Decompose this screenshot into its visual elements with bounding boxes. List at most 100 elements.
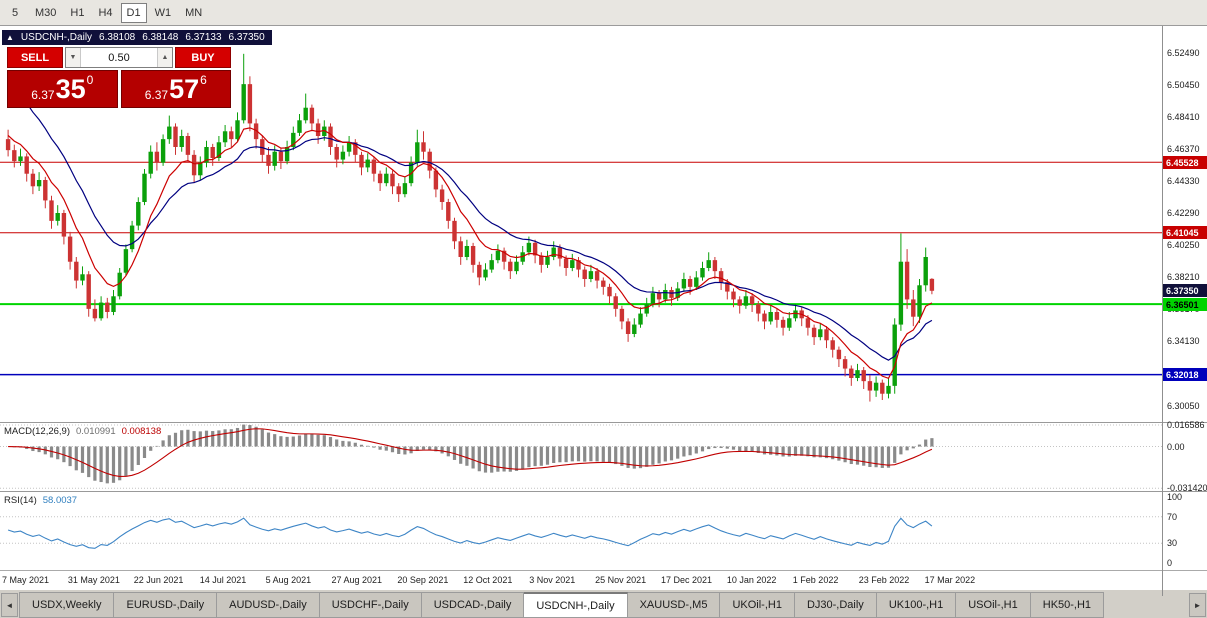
bid-pips: 35 [55, 74, 86, 104]
chart-tab-usdchf-daily[interactable]: USDCHF-,Daily [319, 592, 422, 618]
rsi-axis-label: 70 [1167, 511, 1178, 522]
price-tag-6.45528: 6.45528 [1163, 155, 1207, 169]
date-axis-label: 31 May 2021 [67, 575, 120, 585]
macd-label: MACD(12,26,9) [4, 426, 70, 437]
rsi-chart[interactable] [0, 492, 1162, 570]
price-axis-label: 6.48410 [1167, 111, 1200, 122]
date-axis-label: 14 Jul 2021 [199, 575, 247, 585]
ohlc-low: 6.37133 [185, 32, 222, 43]
macd-header: MACD(12,26,9) 0.010991 0.008138 [4, 426, 161, 437]
macd-panel[interactable]: MACD(12,26,9) 0.010991 0.008138 0.016586… [0, 419, 1207, 494]
bid-big-figure: 6.37 [31, 88, 55, 102]
timeframe-button-mn[interactable]: MN [185, 6, 203, 19]
timeframe-button-m30[interactable]: M30 [35, 6, 57, 19]
chart-tab-ukoil-h1[interactable]: UKOil-,H1 [720, 592, 795, 618]
rsi-label: RSI(14) [4, 495, 37, 506]
date-axis: 7 May 2021 31 May 2021 22 Jun 2021 14 Jul 2… [0, 570, 1207, 590]
chart-tab-xauusd-m5[interactable]: XAUUSD-,M5 [627, 592, 721, 618]
tabs-scroll-right-icon[interactable]: ► [1189, 593, 1206, 617]
date-axis-label: 25 Nov 2021 [595, 575, 647, 585]
chart-header: ▲ USDCNH-,Daily 6.38108 6.38148 6.37133 … [2, 30, 272, 45]
date-axis-label: 17 Mar 2022 [924, 575, 976, 585]
symbol-label: USDCNH-,Daily [20, 32, 93, 43]
rsi-value: 58.0037 [42, 495, 78, 506]
date-axis-label: 10 Jan 2022 [726, 575, 777, 585]
ohlc-close: 6.37350 [228, 32, 265, 43]
price-tag-6.36501: 6.36501 [1163, 297, 1207, 311]
macd-main-value: 0.010991 [76, 426, 116, 437]
date-axis-label: 3 Nov 2021 [529, 575, 576, 585]
bid-price-box[interactable]: 6.37 35 0 [7, 70, 118, 108]
ask-big-figure: 6.37 [144, 88, 169, 102]
chart-area[interactable]: ▲ USDCNH-,Daily 6.38108 6.38148 6.37133 … [0, 26, 1207, 596]
chart-tab-dj30-daily[interactable]: DJ30-,Daily [794, 592, 877, 618]
date-axis-label: 23 Feb 2022 [858, 575, 910, 585]
timeframe-button-w1[interactable]: W1 [154, 6, 172, 19]
volume-box: ▼ 0.50 ▲ [65, 47, 173, 68]
price-axis-label: 6.46370 [1167, 144, 1200, 155]
one-click-trading-panel: SELL ▼ 0.50 ▲ BUY 6.37 35 0 6.37 [7, 47, 231, 108]
rsi-panel[interactable]: RSI(14) 58.0037 100 70 30 0 [0, 491, 1207, 570]
chart-tab-uk100-h1[interactable]: UK100-,H1 [876, 592, 957, 618]
date-axis-label: 17 Dec 2021 [661, 575, 713, 585]
price-tag-6.41045: 6.41045 [1163, 226, 1207, 240]
sell-button[interactable]: SELL [7, 47, 63, 68]
chart-tab-audusd-daily[interactable]: AUDUSD-,Daily [217, 592, 320, 618]
price-axis-label: 6.52490 [1167, 47, 1200, 58]
candlestick-chart[interactable] [0, 26, 1162, 422]
price-axis-label: 6.50450 [1167, 79, 1200, 90]
macd-axis-label: 0.016586 [1167, 419, 1205, 430]
macd-axis-label: 0.00 [1167, 441, 1185, 452]
price-tag-6.32018: 6.32018 [1163, 368, 1207, 382]
date-axis-label: 7 May 2021 [2, 575, 50, 585]
date-axis-label: 20 Sep 2021 [397, 575, 449, 585]
ohlc-open: 6.38108 [99, 32, 136, 43]
price-panel[interactable]: ▲ USDCNH-,Daily 6.38108 6.38148 6.37133 … [0, 26, 1207, 422]
chart-tab-usdcnh-daily[interactable]: USDCNH-,Daily [524, 592, 628, 618]
chart-tabs: USDX,Weekly EURUSD-,Daily AUDUSD-,Daily USD… [19, 592, 1105, 618]
collapse-chart-icon[interactable]: ▲ [6, 33, 14, 42]
ask-pips: 57 [169, 74, 200, 104]
volume-decrease-icon[interactable]: ▼ [66, 48, 81, 67]
ohlc-high: 6.38148 [142, 32, 179, 43]
macd-axis-label: -0.031420 [1167, 483, 1207, 494]
timeframe-button-h4[interactable]: H4 [98, 6, 113, 19]
price-axis-label: 6.34130 [1167, 336, 1200, 347]
tabs-scroll-left-icon[interactable]: ◄ [1, 593, 18, 617]
ask-price-box[interactable]: 6.37 57 6 [120, 70, 231, 108]
chart-tab-usdcad-daily[interactable]: USDCAD-,Daily [421, 592, 525, 618]
ask-point: 6 [200, 73, 207, 87]
rsi-axis-label: 0 [1167, 558, 1173, 568]
timeframe-bar: 5 M30 H1 H4 D1 W1 MN [0, 0, 1207, 26]
volume-input[interactable]: 0.50 [108, 51, 130, 64]
timeframe-button-d1[interactable]: D1 [120, 2, 147, 23]
price-axis-label: 6.30050 [1167, 400, 1200, 411]
timeframe-button-5[interactable]: 5 [11, 6, 19, 19]
date-axis-label: 1 Feb 2022 [792, 575, 839, 585]
date-axis-label: 27 Aug 2021 [331, 575, 383, 585]
price-axis-label: 6.38210 [1167, 272, 1200, 283]
volume-increase-icon[interactable]: ▲ [157, 48, 172, 67]
price-axis-label: 6.40250 [1167, 240, 1200, 251]
price-tag-6.37350: 6.37350 [1163, 284, 1207, 298]
macd-chart[interactable] [0, 423, 1162, 491]
date-axis-label: 22 Jun 2021 [133, 575, 184, 585]
rsi-header: RSI(14) 58.0037 [4, 495, 77, 506]
rsi-axis-label: 100 [1167, 492, 1183, 502]
date-axis-label: 5 Aug 2021 [265, 575, 312, 585]
price-axis-label: 6.42290 [1167, 208, 1200, 219]
chart-tab-eurusd-daily[interactable]: EURUSD-,Daily [114, 592, 218, 618]
chart-tab-bar: ◄ USDX,Weekly EURUSD-,Daily AUDUSD-,Daily U… [0, 590, 1207, 618]
price-axis-divider [1162, 26, 1163, 596]
rsi-axis-label: 30 [1167, 538, 1178, 549]
chart-tab-usoil-h1[interactable]: USOil-,H1 [956, 592, 1031, 618]
price-axis-label: 6.44330 [1167, 176, 1200, 187]
date-axis-label: 12 Oct 2021 [463, 575, 513, 585]
buy-button[interactable]: BUY [175, 47, 231, 68]
bid-point: 0 [86, 73, 94, 87]
macd-signal-value: 0.008138 [121, 426, 162, 437]
chart-tab-hk50-h1[interactable]: HK50-,H1 [1030, 592, 1105, 618]
chart-tab-usdx-weekly[interactable]: USDX,Weekly [19, 592, 115, 618]
timeframe-button-h1[interactable]: H1 [70, 6, 85, 19]
